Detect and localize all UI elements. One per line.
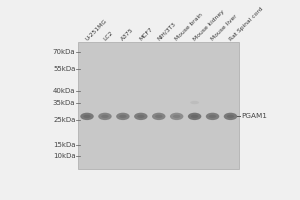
Text: NIH/3T3: NIH/3T3	[156, 21, 177, 42]
Text: Mouse kidney: Mouse kidney	[192, 9, 225, 42]
Text: Mouse liver: Mouse liver	[210, 14, 238, 42]
Text: LC2: LC2	[103, 30, 114, 42]
Ellipse shape	[80, 113, 94, 120]
Ellipse shape	[83, 115, 91, 118]
Ellipse shape	[119, 115, 127, 118]
Ellipse shape	[137, 115, 145, 118]
Ellipse shape	[101, 115, 109, 118]
Ellipse shape	[170, 113, 183, 120]
Text: 35kDa: 35kDa	[53, 100, 75, 106]
Text: U-251MG: U-251MG	[85, 18, 108, 42]
Ellipse shape	[188, 113, 201, 120]
Ellipse shape	[98, 113, 112, 120]
Bar	[78, 42, 238, 169]
Ellipse shape	[224, 113, 237, 120]
Text: 10kDa: 10kDa	[53, 153, 75, 159]
Text: PGAM1: PGAM1	[242, 113, 267, 119]
Text: Rat Spinal cord: Rat Spinal cord	[228, 6, 264, 42]
Ellipse shape	[190, 101, 199, 104]
Ellipse shape	[191, 115, 198, 118]
Text: 15kDa: 15kDa	[53, 142, 75, 148]
Ellipse shape	[155, 115, 163, 118]
Text: 40kDa: 40kDa	[53, 88, 75, 94]
Ellipse shape	[227, 115, 234, 118]
Text: 55kDa: 55kDa	[53, 66, 75, 72]
Text: MCF7: MCF7	[138, 26, 154, 42]
Text: Mouse brain: Mouse brain	[174, 12, 204, 42]
Text: 25kDa: 25kDa	[53, 117, 75, 123]
Ellipse shape	[116, 113, 130, 120]
Text: 70kDa: 70kDa	[53, 49, 75, 55]
Ellipse shape	[134, 113, 148, 120]
Ellipse shape	[206, 113, 219, 120]
Ellipse shape	[209, 115, 216, 118]
Ellipse shape	[152, 113, 166, 120]
Ellipse shape	[173, 115, 180, 118]
Text: A375: A375	[121, 27, 135, 42]
